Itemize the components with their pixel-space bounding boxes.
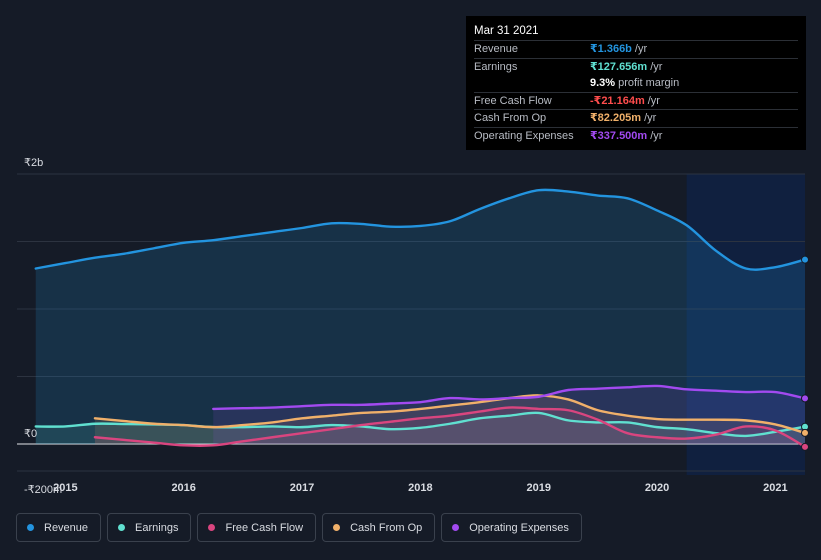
legend-label: Revenue: [44, 521, 89, 534]
legend-item-revenue[interactable]: Revenue: [16, 513, 102, 542]
legend-label: Cash From Op: [350, 521, 423, 534]
operating-expenses-endpoint[interactable]: [801, 394, 809, 403]
tooltip-row: Revenue ₹1.366b/yr: [474, 40, 798, 58]
tooltip-row-label: Cash From Op: [474, 112, 547, 125]
cash-from-op-line: [93, 394, 807, 435]
legend-item-free-cash-flow[interactable]: Free Cash Flow: [197, 513, 317, 542]
x-tick-label: 2021: [763, 482, 787, 494]
tooltip-row-value: ₹127.656m: [590, 60, 648, 73]
tooltip-row-unit: /yr: [644, 112, 657, 125]
x-tick-label: 2020: [645, 482, 669, 494]
tooltip-row-label: Free Cash Flow: [474, 94, 552, 107]
legend-dot-icon: [333, 524, 341, 531]
tooltip-row-unit: /yr: [650, 129, 663, 142]
legend-dot-icon: [208, 524, 216, 531]
revenue-area: [35, 189, 805, 444]
tooltip-row-value: -₹21.164m: [590, 94, 645, 107]
tooltip-row-label: Earnings: [474, 60, 518, 73]
y-tick-label: ₹2b: [24, 157, 43, 169]
free-cash-flow-line: [93, 406, 807, 449]
y-tick-label: -₹200m: [24, 484, 62, 496]
revenue-endpoint[interactable]: [801, 255, 809, 264]
operating-expenses-line: [212, 384, 807, 411]
x-tick-label: 2019: [526, 482, 550, 494]
legend-label: Earnings: [135, 521, 179, 534]
cash-from-op-area: [94, 395, 806, 444]
legend: Revenue Earnings Free Cash Flow Cash From O…: [16, 513, 582, 543]
revenue-line: [34, 188, 807, 271]
tooltip-row-value: 9.3%: [590, 77, 616, 90]
forecast-band: [686, 174, 805, 475]
tooltip-row-value: ₹1.366b: [590, 43, 632, 55]
legend-dot-icon: [452, 524, 460, 531]
tooltip-row-label: Operating Expenses: [474, 129, 574, 142]
tooltip-panel: Mar 31 2021 Revenue ₹1.366b/yr Earnings ₹12…: [466, 16, 806, 150]
free-cash-flow-endpoint[interactable]: [801, 442, 809, 451]
tooltip-row: 9.3% profit margin: [474, 75, 798, 92]
x-tick-label: 2017: [290, 482, 314, 494]
legend-dot-icon: [118, 524, 126, 531]
tooltip-row-unit: /yr: [650, 60, 663, 73]
tooltip-row: Cash From Op ₹82.205m/yr: [474, 109, 798, 127]
legend-item-earnings[interactable]: Earnings: [107, 513, 192, 542]
tooltip-date: Mar 31 2021: [474, 25, 539, 37]
legend-label: Operating Expenses: [469, 521, 569, 534]
x-tick-label: 2016: [171, 482, 195, 494]
tooltip-row-label: Revenue: [474, 43, 519, 55]
tooltip-row: Earnings ₹127.656m/yr: [474, 57, 798, 76]
tooltip-row: Operating Expenses ₹337.500m/yr: [474, 126, 798, 145]
legend-item-operating-expenses[interactable]: Operating Expenses: [441, 513, 582, 542]
legend-dot-icon: [27, 524, 34, 531]
x-tick-label: 2018: [408, 482, 432, 494]
tooltip-row-unit: /yr: [647, 94, 660, 107]
legend-label: Free Cash Flow: [225, 521, 304, 534]
tooltip-row: Free Cash Flow -₹21.164m/yr: [474, 91, 798, 110]
free-cash-flow-area: [94, 407, 806, 447]
legend-item-cash-from-op[interactable]: Cash From Op: [322, 513, 436, 542]
tooltip-row-value: ₹337.500m: [590, 129, 648, 142]
cash-from-op-endpoint[interactable]: [801, 428, 809, 437]
tooltip-row-value: ₹82.205m: [590, 112, 642, 125]
tooltip-row-unit: profit margin: [618, 77, 680, 90]
x-tick-label: 2015: [53, 482, 77, 494]
tooltip-row-label: [474, 75, 590, 92]
tooltip-row-unit: /yr: [634, 43, 648, 55]
y-tick-label: ₹0: [24, 428, 37, 440]
